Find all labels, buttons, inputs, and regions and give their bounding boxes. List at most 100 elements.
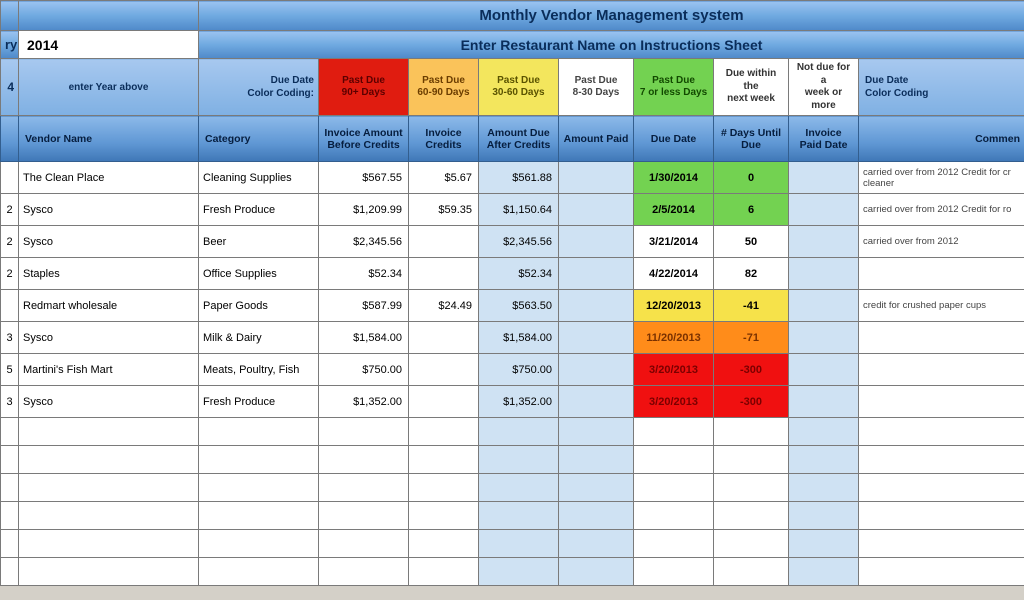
cell-vendor[interactable]: Sysco	[19, 322, 199, 354]
table-row-empty[interactable]	[1, 418, 1024, 446]
cell-amount-paid[interactable]	[559, 258, 634, 290]
empty-cell[interactable]	[634, 446, 714, 474]
cell-due-date[interactable]: 1/30/2014	[634, 162, 714, 194]
empty-cell[interactable]	[714, 530, 789, 558]
cell-category[interactable]: Paper Goods	[199, 290, 319, 322]
cell-credits[interactable]	[409, 354, 479, 386]
empty-cell[interactable]	[559, 446, 634, 474]
empty-cell[interactable]	[479, 502, 559, 530]
cell-amount[interactable]: $1,209.99	[319, 194, 409, 226]
empty-cell[interactable]	[859, 446, 1024, 474]
cell-vendor[interactable]: Sysco	[19, 226, 199, 258]
table-row[interactable]: 2SyscoFresh Produce$1,209.99$59.35$1,150…	[1, 194, 1024, 226]
cell-idx[interactable]	[1, 162, 19, 194]
cell-idx[interactable]: 3	[1, 322, 19, 354]
corner-cell[interactable]	[1, 1, 19, 31]
empty-cell[interactable]	[409, 530, 479, 558]
cell-amount-due[interactable]: $1,584.00	[479, 322, 559, 354]
hdr-invoice-credits[interactable]: Invoice Credits	[409, 116, 479, 162]
hdr-due-date[interactable]: Due Date	[634, 116, 714, 162]
year-input[interactable]: 2014	[19, 31, 199, 59]
cell-vendor[interactable]: The Clean Place	[19, 162, 199, 194]
cell-credits[interactable]: $5.67	[409, 162, 479, 194]
cell-category[interactable]: Cleaning Supplies	[199, 162, 319, 194]
table-row-empty[interactable]	[1, 474, 1024, 502]
empty-cell[interactable]	[859, 418, 1024, 446]
hdr-invoice-amount[interactable]: Invoice Amount Before Credits	[319, 116, 409, 162]
empty-cell[interactable]	[319, 502, 409, 530]
table-row[interactable]: 2SyscoBeer$2,345.56$2,345.563/21/201450c…	[1, 226, 1024, 258]
empty-cell[interactable]	[409, 558, 479, 586]
cell-due-date[interactable]: 12/20/2013	[634, 290, 714, 322]
empty-cell[interactable]	[1, 474, 19, 502]
empty-cell[interactable]	[479, 474, 559, 502]
cell-credits[interactable]: $59.35	[409, 194, 479, 226]
empty-cell[interactable]	[859, 474, 1024, 502]
table-row[interactable]: 3SyscoMilk & Dairy$1,584.00$1,584.0011/2…	[1, 322, 1024, 354]
empty-cell[interactable]	[559, 474, 634, 502]
hdr-category[interactable]: Category	[199, 116, 319, 162]
table-row[interactable]: 5Martini's Fish MartMeats, Poultry, Fish…	[1, 354, 1024, 386]
empty-cell[interactable]	[409, 446, 479, 474]
cell-due-date[interactable]: 3/20/2013	[634, 354, 714, 386]
cell-credits[interactable]	[409, 258, 479, 290]
empty-cell[interactable]	[789, 418, 859, 446]
table-row-empty[interactable]	[1, 446, 1024, 474]
cell-category[interactable]: Meats, Poultry, Fish	[199, 354, 319, 386]
cell-due-date[interactable]: 11/20/2013	[634, 322, 714, 354]
empty-cell[interactable]	[199, 558, 319, 586]
table-row-empty[interactable]	[1, 502, 1024, 530]
cell-amount-due[interactable]: $1,352.00	[479, 386, 559, 418]
empty-cell[interactable]	[1, 418, 19, 446]
table-row[interactable]: 3SyscoFresh Produce$1,352.00$1,352.003/2…	[1, 386, 1024, 418]
empty-cell[interactable]	[19, 418, 199, 446]
empty-cell[interactable]	[789, 558, 859, 586]
cell-category[interactable]: Beer	[199, 226, 319, 258]
empty-cell[interactable]	[19, 474, 199, 502]
empty-cell[interactable]	[319, 558, 409, 586]
empty-cell[interactable]	[19, 502, 199, 530]
hdr-amount-due[interactable]: Amount Due After Credits	[479, 116, 559, 162]
empty-cell[interactable]	[1, 558, 19, 586]
cell-amount-due[interactable]: $52.34	[479, 258, 559, 290]
empty-cell[interactable]	[714, 446, 789, 474]
cell-due-date[interactable]: 3/21/2014	[634, 226, 714, 258]
cell-due-date[interactable]: 2/5/2014	[634, 194, 714, 226]
cell-comment[interactable]: carried over from 2012 Credit for cr cle…	[859, 162, 1024, 194]
empty-cell[interactable]	[19, 446, 199, 474]
empty-cell[interactable]	[19, 530, 199, 558]
empty-cell[interactable]	[859, 558, 1024, 586]
cell-amount-paid[interactable]	[559, 354, 634, 386]
empty-cell[interactable]	[199, 474, 319, 502]
cell-due-date[interactable]: 3/20/2013	[634, 386, 714, 418]
cell-amount[interactable]: $750.00	[319, 354, 409, 386]
cell-amount-paid[interactable]	[559, 386, 634, 418]
cell-vendor[interactable]: Sysco	[19, 194, 199, 226]
empty-cell[interactable]	[634, 418, 714, 446]
cell-paid-date[interactable]	[789, 322, 859, 354]
empty-cell[interactable]	[479, 418, 559, 446]
empty-cell[interactable]	[634, 502, 714, 530]
cell-amount-due[interactable]: $1,150.64	[479, 194, 559, 226]
cell-comment[interactable]	[859, 386, 1024, 418]
empty-cell[interactable]	[714, 474, 789, 502]
cell-comment[interactable]: credit for crushed paper cups	[859, 290, 1024, 322]
table-row[interactable]: Redmart wholesalePaper Goods$587.99$24.4…	[1, 290, 1024, 322]
cell-comment[interactable]	[859, 354, 1024, 386]
empty-cell[interactable]	[859, 502, 1024, 530]
cell-amount[interactable]: $587.99	[319, 290, 409, 322]
table-row-empty[interactable]	[1, 530, 1024, 558]
cell-paid-date[interactable]	[789, 162, 859, 194]
table-row-empty[interactable]	[1, 558, 1024, 586]
empty-cell[interactable]	[559, 418, 634, 446]
cell-amount-due[interactable]: $750.00	[479, 354, 559, 386]
empty-cell[interactable]	[199, 502, 319, 530]
cell-amount-paid[interactable]	[559, 226, 634, 258]
cell-paid-date[interactable]	[789, 290, 859, 322]
cell-vendor[interactable]: Sysco	[19, 386, 199, 418]
hdr-idx[interactable]	[1, 116, 19, 162]
hdr-paid-date[interactable]: Invoice Paid Date	[789, 116, 859, 162]
cell-paid-date[interactable]	[789, 258, 859, 290]
cell-days-until[interactable]: 50	[714, 226, 789, 258]
cell-credits[interactable]	[409, 226, 479, 258]
